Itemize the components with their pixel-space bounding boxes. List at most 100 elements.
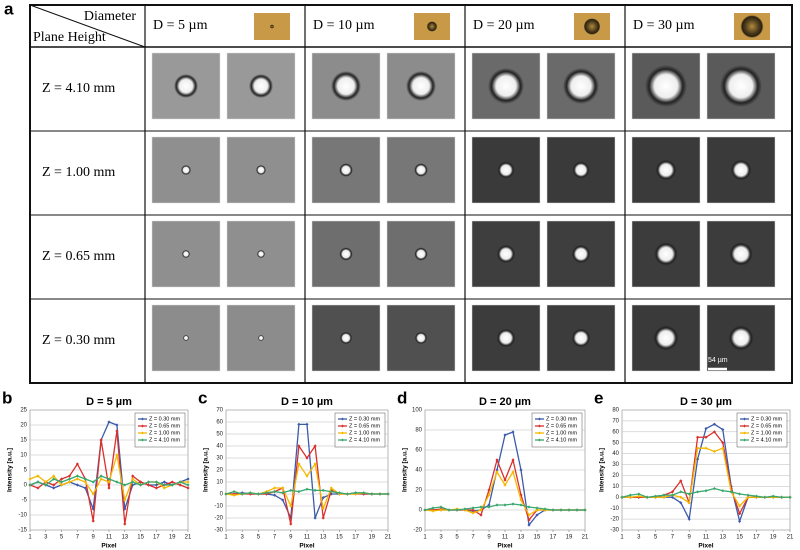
x-tick-label: 9: [487, 535, 491, 541]
point: [704, 426, 708, 431]
micrograph-spot: [339, 247, 353, 261]
point: [305, 456, 309, 460]
micrograph-spot: [728, 325, 754, 351]
point: [447, 508, 451, 512]
chart-title: D = 5 µm: [86, 396, 132, 408]
y-tick-label: 60: [415, 448, 422, 454]
x-tick-label: 11: [304, 535, 311, 541]
point: [52, 474, 56, 478]
point: [431, 506, 435, 510]
x-tick-label: 21: [385, 535, 392, 541]
point: [115, 480, 119, 484]
micrograph-spot: [563, 68, 599, 104]
x-tick-label: 3: [637, 535, 641, 541]
point: [519, 503, 523, 507]
panel-label: e: [594, 388, 603, 407]
point: [519, 498, 523, 502]
point: [297, 462, 301, 466]
point: [471, 508, 475, 512]
micrograph-spot: [258, 335, 264, 341]
y-tick-label: -10: [18, 513, 27, 519]
point: [83, 477, 87, 481]
point: [107, 420, 111, 424]
y-tick-label: 20: [20, 423, 27, 429]
y-tick-label: -5: [22, 498, 28, 504]
point: [345, 492, 350, 496]
point: [362, 491, 366, 495]
x-tick-label: 17: [753, 535, 760, 541]
point: [354, 491, 358, 495]
legend-label: Z = 1.00 mm: [349, 430, 380, 436]
point: [746, 493, 750, 497]
y-tick-label: 80: [415, 428, 422, 434]
x-tick-label: 15: [336, 535, 343, 541]
corner-top: Diameter: [84, 9, 136, 24]
scale-bar-label: 54 µm: [708, 357, 728, 364]
point: [131, 480, 135, 484]
point: [527, 505, 531, 509]
point: [240, 492, 244, 496]
micrograph-spot: [183, 335, 189, 341]
point: [559, 508, 563, 512]
x-tick-label: 15: [137, 535, 144, 541]
point: [645, 495, 649, 499]
point: [712, 422, 716, 426]
point: [712, 449, 716, 454]
point: [91, 480, 95, 484]
legend-label: Z = 1.00 mm: [751, 430, 782, 436]
point: [746, 495, 750, 499]
point: [321, 506, 325, 510]
x-tick-label: 11: [106, 535, 113, 541]
x-axis-label: Pixel: [698, 543, 713, 550]
micrograph-spot: [339, 163, 353, 177]
point: [679, 501, 683, 505]
point: [224, 492, 228, 496]
point: [423, 508, 427, 512]
x-tick-label: 13: [518, 535, 525, 541]
point: [123, 522, 127, 526]
panel-label: b: [2, 388, 12, 407]
point: [99, 477, 103, 481]
point: [115, 453, 119, 457]
point: [115, 423, 119, 427]
point: [495, 503, 499, 507]
x-tick-label: 9: [688, 535, 692, 541]
point: [154, 486, 158, 490]
y-tick-label: 40: [415, 468, 422, 474]
point: [67, 480, 72, 484]
y-tick-label: 10: [612, 484, 619, 490]
point: [83, 486, 87, 490]
micrograph-spot: [497, 161, 515, 179]
x-tick-label: 13: [719, 535, 726, 541]
point: [712, 430, 716, 434]
point: [75, 483, 79, 487]
point: [495, 468, 499, 472]
point: [52, 483, 56, 487]
point: [721, 441, 725, 445]
point: [162, 480, 166, 484]
legend-label: Z = 1.00 mm: [546, 430, 577, 436]
y-tick-label: 10: [20, 453, 27, 459]
point: [535, 508, 539, 512]
x-tick-label: 1: [224, 535, 228, 541]
point: [637, 494, 641, 498]
point: [670, 493, 674, 497]
x-tick-label: 7: [273, 535, 277, 541]
point: [704, 446, 708, 450]
micrograph-spot: [414, 331, 428, 345]
y-tick-label: 70: [216, 408, 223, 414]
corner-bottom: Plane Height: [33, 30, 106, 45]
point: [503, 478, 507, 482]
x-tick-label: 11: [703, 535, 710, 541]
x-tick-label: 19: [770, 535, 777, 541]
micrograph-spot: [174, 74, 198, 98]
point: [273, 486, 277, 490]
legend-marker: [341, 431, 344, 435]
point: [583, 508, 587, 512]
x-tick-label: 21: [787, 535, 794, 541]
micrograph-spot: [653, 325, 679, 351]
point: [738, 492, 742, 496]
point: [687, 517, 691, 521]
x-axis-label: Pixel: [497, 543, 512, 550]
x-tick-label: 15: [534, 535, 541, 541]
